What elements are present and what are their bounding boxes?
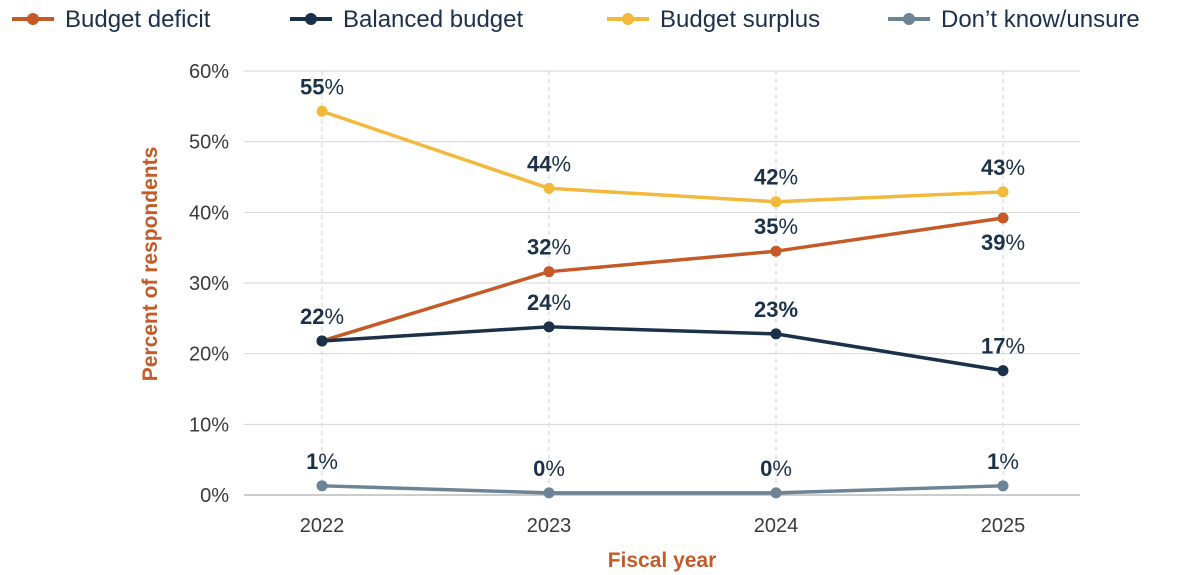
data-point [543,182,555,194]
data-point [770,196,782,208]
x-tick-label: 2023 [527,515,572,537]
x-tick-label: 2025 [981,515,1026,537]
data-label: 22% [300,304,344,329]
legend-item: Don’t know/unsure [888,6,1140,33]
legend-item: Budget surplus [607,6,820,33]
x-tick-label: 2022 [300,515,345,537]
legend-label: Budget deficit [65,6,211,33]
x-tick-label: 2024 [754,515,799,537]
data-point [770,328,782,340]
data-label: 17% [981,334,1025,359]
legend-label: Balanced budget [343,6,523,33]
legend-swatch-dot [27,13,39,25]
legend-swatch-dot [305,13,317,25]
data-label: 55% [300,74,344,99]
data-labels: 22% 32% 35% 39% 24% 23% 17% 55% 44% 42% 43% 1% 0% 0% 1… [300,74,1025,481]
data-point [997,480,1009,492]
y-tick-label: 10% [189,414,229,436]
data-point [997,212,1009,224]
grid [244,70,1080,496]
y-axis-title: Percent of respondents [139,147,162,382]
legend-swatch-dot [622,13,634,25]
y-tick-label: 50% [189,132,229,154]
legend: Budget deficit Balanced budget Budget surp… [12,6,1140,33]
data-label: 1% [306,449,338,474]
series-line [321,216,1004,343]
data-label: 39% [981,230,1025,255]
data-label: 35% [754,214,798,239]
y-axis-ticks: 0% 10% 20% 30% 40% 50% 60% [189,61,229,507]
series-line [321,484,1004,495]
data-point [543,487,555,499]
data-point [543,321,555,333]
y-tick-label: 60% [189,61,229,83]
y-tick-label: 0% [200,485,229,507]
data-label: 43% [981,155,1025,180]
data-point [770,487,782,499]
data-point [316,480,328,492]
series-lines [316,105,1009,499]
data-point [316,335,328,347]
data-label: 0% [760,456,792,481]
x-axis-ticks: 2022 2023 2024 2025 [300,515,1026,537]
data-label: 32% [527,235,571,260]
data-point [997,365,1009,377]
data-point [316,105,328,117]
y-tick-label: 40% [189,202,229,224]
data-point [770,245,782,257]
data-label: 44% [527,151,571,176]
data-point [997,186,1009,198]
x-axis-title: Fiscal year [608,549,717,572]
legend-item: Balanced budget [290,6,523,33]
y-tick-label: 20% [189,344,229,366]
y-tick-label: 30% [189,273,229,295]
data-label: 42% [754,165,798,190]
data-label: 1% [987,449,1019,474]
series-line [321,109,1004,204]
legend-label: Budget surplus [660,6,820,33]
data-label: 23% [754,297,798,322]
data-label: 24% [527,290,571,315]
legend-item: Budget deficit [12,6,211,33]
data-label: 0% [533,456,565,481]
series-line [321,325,1004,373]
legend-swatch-dot [903,13,915,25]
data-point [543,266,555,278]
legend-label: Don’t know/unsure [941,6,1140,33]
